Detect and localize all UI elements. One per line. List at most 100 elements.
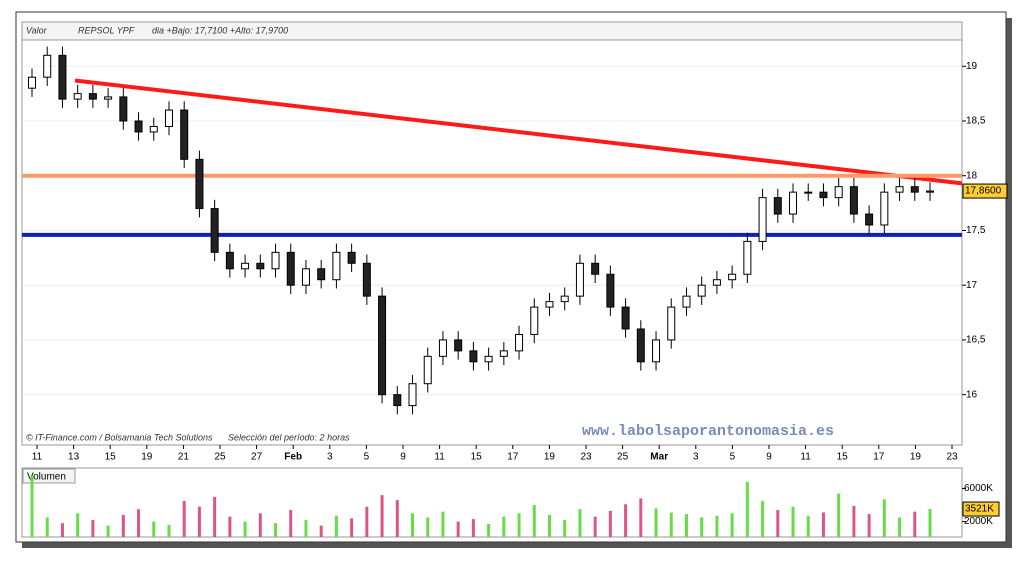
x-tick-label: 13 bbox=[68, 452, 80, 463]
volume-label: Volumen bbox=[27, 472, 66, 483]
volume-bar bbox=[761, 500, 765, 537]
x-tick-label: 27 bbox=[251, 452, 263, 463]
volume-bar bbox=[395, 500, 399, 537]
volume-bar bbox=[137, 509, 141, 537]
volume-bar bbox=[593, 516, 597, 537]
volume-bar bbox=[456, 521, 460, 537]
volume-bar bbox=[380, 495, 384, 537]
x-tick-label: 21 bbox=[178, 452, 190, 463]
volume-bar bbox=[60, 523, 64, 537]
x-tick-label: 17 bbox=[507, 452, 519, 463]
x-tick-label: 15 bbox=[471, 452, 483, 463]
volume-bar bbox=[243, 521, 247, 537]
candle-body bbox=[469, 350, 478, 363]
volume-bar bbox=[487, 524, 491, 537]
header-field: Valor bbox=[26, 25, 48, 35]
period: Selección del período: 2 horas bbox=[228, 432, 350, 442]
candle-body bbox=[88, 93, 97, 100]
candle-body bbox=[545, 301, 554, 308]
candle-body bbox=[712, 279, 721, 286]
volume-bar bbox=[426, 517, 430, 537]
candle-body bbox=[636, 328, 645, 363]
volume-bar bbox=[639, 498, 643, 537]
volume-bar bbox=[928, 509, 932, 537]
volume-area bbox=[21, 467, 963, 538]
volume-bar bbox=[334, 515, 338, 537]
volume-bar bbox=[45, 517, 49, 537]
last-price-label: 17,8600 bbox=[965, 186, 1002, 197]
candle-body bbox=[667, 306, 676, 341]
candle-body bbox=[180, 109, 189, 160]
candle-body bbox=[560, 295, 569, 303]
candle-body bbox=[347, 251, 356, 264]
x-tick-label: 11 bbox=[32, 452, 43, 463]
candle-body bbox=[73, 93, 82, 100]
y-tick-label: 18,5 bbox=[966, 116, 986, 127]
y-tick-label: 2000K bbox=[964, 516, 993, 527]
volume-bar bbox=[563, 519, 567, 537]
volume-bar bbox=[730, 513, 734, 537]
volume-bar bbox=[350, 518, 354, 537]
candle-body bbox=[332, 251, 341, 281]
candle-body bbox=[575, 262, 584, 297]
volume-bar bbox=[532, 505, 536, 537]
candle-body bbox=[378, 295, 387, 396]
x-tick-label: 9 bbox=[766, 452, 772, 463]
volume-bar bbox=[411, 513, 415, 537]
volume-bar bbox=[852, 505, 856, 537]
volume-bar bbox=[547, 514, 551, 537]
volume-bar bbox=[182, 500, 186, 537]
candle-body bbox=[317, 268, 326, 281]
volume-bar bbox=[197, 506, 201, 537]
candle-body bbox=[880, 191, 889, 226]
candle-body bbox=[134, 120, 143, 133]
volume-bar bbox=[228, 516, 232, 537]
volume-bar bbox=[654, 508, 658, 537]
candle-body bbox=[104, 96, 113, 100]
volume-bar bbox=[471, 519, 475, 537]
candle-body bbox=[591, 262, 600, 275]
x-tick-label: 23 bbox=[580, 452, 592, 463]
x-tick-label: 19 bbox=[141, 452, 153, 463]
candle-body bbox=[225, 251, 234, 270]
x-tick-label: 17 bbox=[873, 452, 885, 463]
header-range: dia +Bajo: 17,7100 +Alto: 17,9700 bbox=[152, 25, 288, 35]
x-tick-label: 23 bbox=[946, 452, 958, 463]
volume-bar bbox=[608, 510, 612, 537]
x-tick-label: 25 bbox=[617, 452, 629, 463]
x-tick-label: 5 bbox=[364, 452, 370, 463]
candle-body bbox=[804, 191, 813, 194]
y-tick-label: 17 bbox=[966, 280, 978, 291]
candle-body bbox=[682, 295, 691, 308]
volume-bar bbox=[837, 493, 841, 537]
candle-body bbox=[149, 125, 158, 133]
volume-bar bbox=[365, 506, 369, 537]
last-volume-label: 3521K bbox=[965, 504, 994, 515]
y-tick-label: 17,5 bbox=[966, 225, 986, 236]
volume-bar bbox=[882, 499, 886, 537]
x-tick-label: 15 bbox=[105, 452, 117, 463]
candle-body bbox=[621, 306, 630, 330]
candle-body bbox=[743, 240, 752, 275]
candle-body bbox=[652, 339, 661, 363]
x-tick-label: 9 bbox=[400, 452, 406, 463]
y-tick-label: 16 bbox=[966, 389, 978, 400]
header-name: REPSOL YPF bbox=[78, 25, 135, 35]
candle-body bbox=[43, 54, 52, 78]
candle-body bbox=[423, 355, 432, 385]
trend-line bbox=[74, 78, 963, 186]
candle-body bbox=[301, 268, 310, 286]
x-tick-label: Feb bbox=[284, 452, 302, 463]
volume-bar bbox=[289, 510, 293, 537]
volume-bar bbox=[441, 511, 445, 537]
volume-bar bbox=[791, 506, 795, 537]
volume-bar bbox=[30, 476, 34, 537]
candle-body bbox=[408, 383, 417, 407]
volume-bar bbox=[213, 496, 217, 537]
volume-bar bbox=[624, 504, 628, 537]
y-tick-label: 19 bbox=[966, 61, 978, 72]
credit: © IT-Finance.com / Bolsamania Tech Solut… bbox=[26, 432, 213, 442]
candle-body bbox=[895, 186, 904, 193]
volume-bar bbox=[121, 514, 125, 537]
